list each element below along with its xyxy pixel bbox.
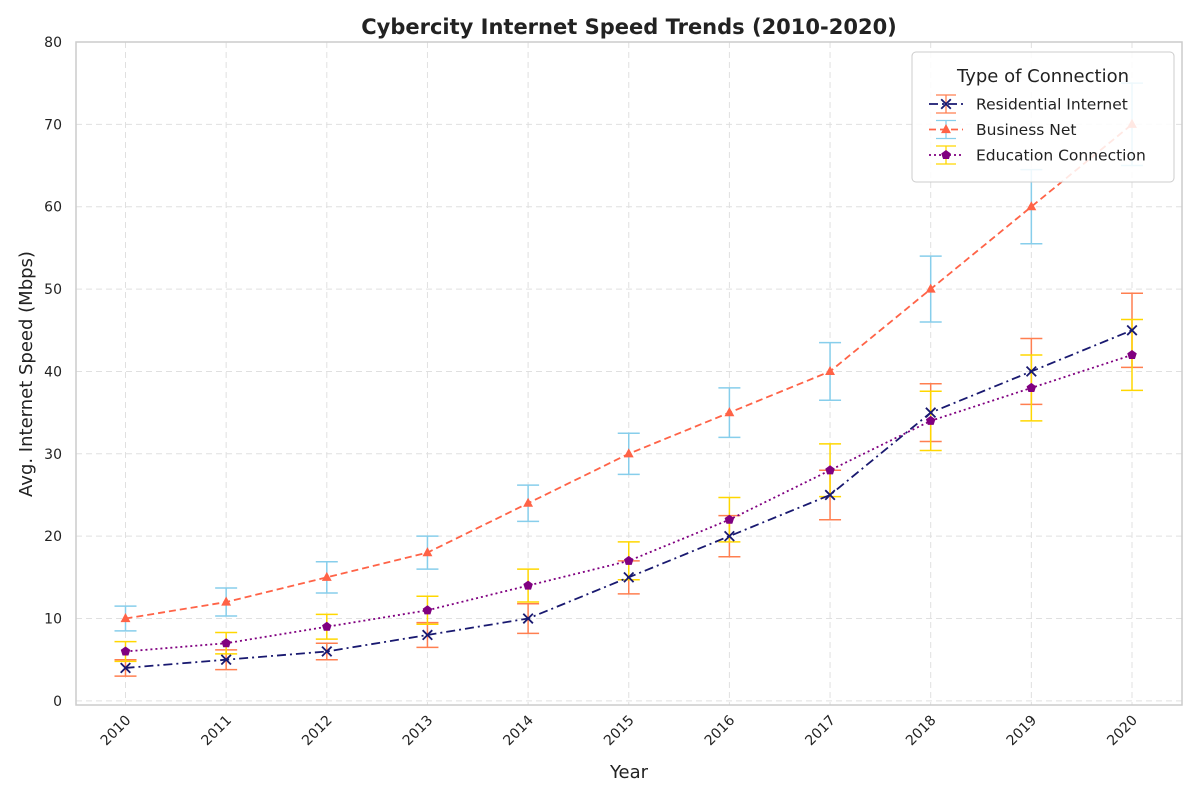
y-tick-label: 30 [44, 447, 62, 463]
data-point-business-net [422, 547, 433, 557]
x-tick-label: 2020 [1104, 713, 1141, 750]
x-tick-label: 2018 [903, 713, 940, 750]
legend-title: Type of Connection [956, 66, 1129, 87]
y-tick-label: 70 [44, 117, 62, 133]
data-point-education-connection [221, 638, 231, 648]
data-point-business-net [1026, 201, 1037, 211]
data-point-business-net [825, 365, 835, 376]
data-point-residential-internet [824, 489, 836, 501]
legend: Type of Connection Residential Internet B… [911, 51, 1175, 183]
legend-item-residential-internet: Residential Internet [929, 94, 1128, 114]
legend-item-business-net: Business Net [929, 119, 1077, 140]
data-point-residential-internet [1126, 324, 1138, 336]
series-line-education-connection [125, 354, 1133, 653]
y-tick-label: 10 [44, 612, 62, 628]
x-tick-label: 2019 [1004, 713, 1041, 750]
legend-label: Residential Internet [976, 96, 1128, 114]
y-tick-label: 40 [44, 364, 62, 380]
data-point-education-connection [724, 514, 735, 524]
data-point-business-net [120, 613, 131, 623]
data-point-residential-internet [422, 629, 433, 641]
data-point-education-connection [925, 415, 936, 425]
x-tick-label: 2017 [802, 713, 839, 750]
legend-label: Education Connection [976, 147, 1146, 165]
x-tick-label: 2016 [702, 712, 739, 749]
data-point-residential-internet [723, 530, 735, 542]
x-tick-label: 2013 [400, 713, 437, 750]
y-tick-label: 50 [44, 282, 62, 298]
y-tick-label: 80 [44, 35, 62, 51]
data-point-education-connection [523, 580, 533, 590]
x-tick-label: 2015 [601, 713, 638, 750]
data-point-business-net [321, 571, 332, 581]
data-point-residential-internet [522, 613, 534, 624]
data-point-business-net [523, 497, 534, 507]
data-point-education-connection [1127, 349, 1137, 360]
plot-frame [75, 41, 1183, 706]
chart-title: Cybercity Internet Speed Trends (2010-20… [361, 15, 897, 39]
y-tick-label: 20 [44, 529, 62, 545]
data-point-education-connection [825, 465, 835, 475]
legend-label: Business Net [976, 121, 1077, 139]
x-tick-label: 2010 [98, 713, 135, 750]
legend-marker [941, 150, 951, 160]
x-tick-label: 2014 [500, 712, 537, 749]
legend-marker [941, 124, 951, 134]
data-point-business-net [925, 283, 936, 293]
data-point-education-connection [1026, 382, 1037, 392]
x-tick-label: 2011 [198, 713, 235, 750]
data-point-residential-internet [1025, 366, 1037, 377]
data-point-residential-internet [220, 654, 232, 666]
data-point-business-net [221, 596, 232, 606]
data-point-residential-internet [321, 646, 333, 657]
data-point-education-connection [120, 646, 131, 656]
x-axis-label: Year [609, 762, 649, 783]
legend-item-education-connection: Education Connection [929, 145, 1146, 165]
legend-marker [940, 98, 952, 110]
data-point-education-connection [322, 621, 332, 631]
data-point-residential-internet [120, 662, 131, 674]
data-point-business-net [724, 407, 735, 417]
legend-box [911, 51, 1175, 183]
data-point-education-connection [623, 555, 634, 565]
x-tick-label: 2012 [299, 713, 336, 750]
y-axis-label: Avg. Internet Speed (Mbps) [16, 251, 37, 497]
data-point-residential-internet [623, 571, 635, 583]
data-point-business-net [623, 448, 634, 458]
data-point-education-connection [422, 605, 433, 615]
y-tick-label: 60 [44, 200, 62, 216]
y-tick-label: 0 [53, 694, 62, 710]
data-point-residential-internet [925, 407, 937, 419]
series-markers [120, 118, 1138, 674]
